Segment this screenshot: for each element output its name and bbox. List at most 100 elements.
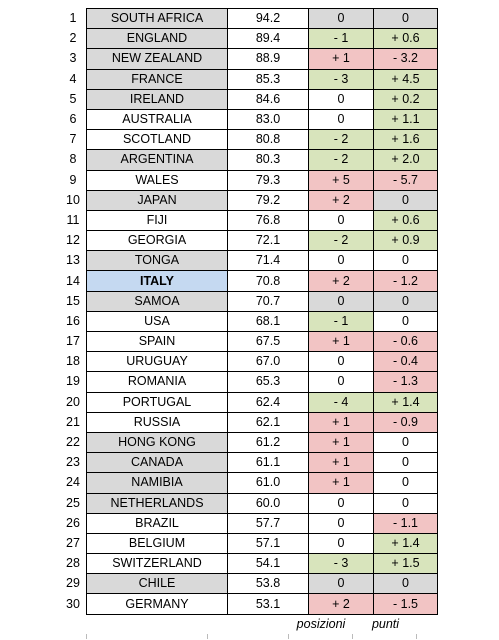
points-cell: 62.1 [227, 411, 309, 433]
team-cell: SCOTLAND [86, 129, 228, 151]
team-cell: FRANCE [86, 68, 228, 90]
points-cell: 94.2 [227, 7, 309, 30]
points-change-cell: 0 [373, 472, 438, 494]
team-cell: GERMANY [86, 593, 228, 615]
table-row: 20 PORTUGAL 62.4- 4 + 1.4 [60, 391, 438, 413]
table-row: 8 ARGENTINA 80.3- 2 + 2.0 [60, 149, 438, 171]
position-change-cell: - 2 [308, 129, 374, 151]
points-change-cell: 0 [373, 189, 438, 211]
rank-cell: 12 [60, 230, 87, 251]
table-row: 25 NETHERLANDS 60.0 0 0 [60, 492, 438, 514]
points-change-cell: + 1.6 [373, 129, 438, 151]
team-cell: GEORGIA [86, 230, 228, 252]
team-cell: NEW ZEALAND [86, 48, 228, 70]
team-cell: AUSTRALIA [86, 108, 228, 131]
points-cell: 54.1 [227, 553, 309, 575]
table-row: 9 WALES 79.3 + 5- 5.7 [60, 169, 438, 191]
points-cell: 67.0 [227, 351, 309, 373]
team-cell: CHILE [86, 573, 228, 595]
team-cell: SPAIN [86, 330, 228, 353]
points-cell: 85.3 [227, 68, 309, 90]
ranking-table-body: 1 SOUTH AFRICA 94.2 0 0 2 ENGLAND 89.4- 1 + 0.6 3… [60, 7, 438, 615]
points-change-cell: 0 [373, 7, 438, 30]
table-row: 18 URUGUAY 67.0 0- 0.4 [60, 351, 438, 373]
position-change-cell: 0 [308, 351, 374, 373]
rank-cell: 9 [60, 170, 87, 191]
team-cell: ENGLAND [86, 28, 228, 50]
points-cell: 70.8 [227, 270, 309, 292]
position-change-cell: 0 [308, 88, 374, 110]
table-row: 30 GERMANY 53.1 + 2- 1.5 [60, 593, 438, 615]
points-change-cell: + 1.5 [373, 553, 438, 575]
position-change-cell: + 5 [308, 169, 374, 191]
rank-cell: 27 [60, 533, 87, 554]
points-change-cell: - 3.2 [373, 48, 438, 70]
positions-footer-label: posizioni [296, 617, 346, 631]
position-change-cell: + 1 [308, 452, 374, 474]
points-cell: 72.1 [227, 230, 309, 252]
rank-cell: 26 [60, 513, 87, 534]
table-row: 1 SOUTH AFRICA 94.2 0 0 [60, 7, 438, 30]
table-row: 11 FIJI 76.8 0 + 0.6 [60, 209, 438, 232]
rank-cell: 16 [60, 311, 87, 332]
points-footer-label: punti [371, 617, 400, 631]
team-cell: BRAZIL [86, 512, 228, 534]
points-cell: 84.6 [227, 88, 309, 110]
rank-cell: 11 [60, 210, 87, 231]
ranking-table: 1 SOUTH AFRICA 94.2 0 0 2 ENGLAND 89.4- 1 + 0.6 3… [60, 7, 438, 615]
rank-cell: 20 [60, 392, 87, 413]
rank-cell: 14 [60, 270, 87, 292]
table-row: 19 ROMANIA 65.3 0- 1.3 [60, 371, 438, 393]
position-change-cell: 0 [308, 250, 374, 272]
points-cell: 65.3 [227, 371, 309, 393]
column-footer: posizioni punti [60, 617, 440, 637]
table-row: 4 FRANCE 85.3- 3 + 4.5 [60, 68, 438, 90]
rank-cell: 5 [60, 89, 87, 110]
position-change-cell: - 3 [308, 68, 374, 90]
points-cell: 89.4 [227, 28, 309, 50]
points-cell: 76.8 [227, 209, 309, 232]
position-change-cell: - 4 [308, 391, 374, 413]
table-row: 15 SAMOA 70.7 0 0 [60, 290, 438, 312]
points-cell: 83.0 [227, 108, 309, 131]
points-change-cell: 0 [373, 250, 438, 272]
team-cell: JAPAN [86, 189, 228, 211]
points-change-cell: 0 [373, 573, 438, 595]
points-cell: 88.9 [227, 48, 309, 70]
position-change-cell: 0 [308, 573, 374, 595]
position-change-cell: - 1 [308, 310, 374, 333]
points-change-cell: + 0.2 [373, 88, 438, 110]
table-row: 29 CHILE 53.8 0 0 [60, 573, 438, 595]
rank-cell: 15 [60, 291, 87, 312]
team-cell: NAMIBIA [86, 472, 228, 494]
points-change-cell: 0 [373, 452, 438, 474]
position-change-cell: + 2 [308, 270, 374, 292]
position-change-cell: 0 [308, 7, 374, 30]
table-row: 6 AUSTRALIA 83.0 0 + 1.1 [60, 108, 438, 131]
team-cell: RUSSIA [86, 411, 228, 433]
position-change-cell: - 3 [308, 553, 374, 575]
points-change-cell: + 2.0 [373, 149, 438, 171]
points-change-cell: 0 [373, 310, 438, 333]
team-cell: USA [86, 310, 228, 333]
rank-cell: 18 [60, 351, 87, 372]
points-cell: 61.2 [227, 431, 309, 454]
table-row: 7 SCOTLAND 80.8- 2 + 1.6 [60, 129, 438, 151]
points-change-cell: + 4.5 [373, 68, 438, 90]
table-row: 5 IRELAND 84.6 0 + 0.2 [60, 88, 438, 110]
team-cell: ROMANIA [86, 371, 228, 393]
points-change-cell: - 1.1 [373, 512, 438, 534]
table-row: 17 SPAIN 67.5 + 1- 0.6 [60, 330, 438, 353]
points-change-cell: + 1.1 [373, 108, 438, 131]
points-cell: 80.3 [227, 149, 309, 171]
rank-cell: 23 [60, 452, 87, 473]
team-cell: HONG KONG [86, 431, 228, 454]
points-change-cell: + 0.9 [373, 230, 438, 252]
table-row: 27 BELGIUM 57.1 0 + 1.4 [60, 532, 438, 555]
points-change-cell: 0 [373, 290, 438, 312]
rank-cell: 25 [60, 493, 87, 514]
points-change-cell: - 0.9 [373, 411, 438, 433]
